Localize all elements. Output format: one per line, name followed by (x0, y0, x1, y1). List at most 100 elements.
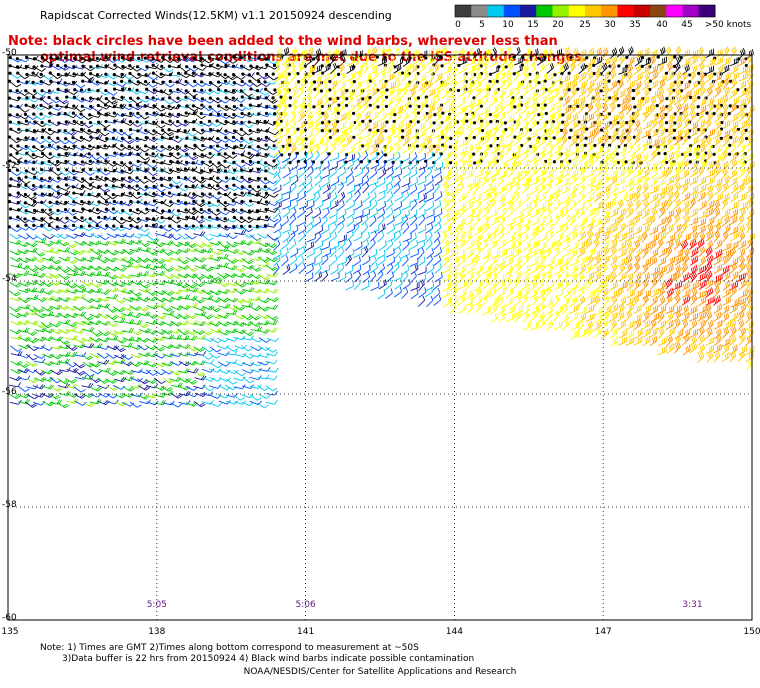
wind-barb (120, 55, 135, 62)
latitude-label: -60 (2, 613, 17, 623)
legend-swatch (650, 5, 667, 17)
wind-barb (95, 56, 110, 62)
legend-label: 20 (552, 20, 564, 30)
legend-swatch (503, 5, 521, 17)
wind-barb (673, 45, 682, 59)
legend-label: 5 (479, 20, 485, 30)
wind-barb (63, 56, 78, 63)
wind-barb (479, 56, 490, 68)
wind-barb (593, 47, 603, 60)
latitude-label: -56 (2, 387, 17, 397)
wind-barb (185, 65, 199, 72)
wind-barb (104, 64, 119, 71)
wind-barb (81, 64, 95, 72)
longitude-label: 138 (148, 627, 166, 637)
legend-swatch (682, 5, 700, 17)
wind-barb (281, 55, 291, 66)
wind-speed-legend-labels: 0 5 10 15 20 25 30 35 40 45 >50 knots (0, 0, 760, 40)
legend-swatch (617, 5, 635, 17)
wind-barb (737, 47, 746, 61)
wind-barb (369, 55, 378, 68)
wind-barb (474, 57, 484, 67)
wind-barb (569, 47, 579, 60)
legend-label: 0 (455, 20, 461, 30)
wind-barb (249, 64, 263, 71)
wind-barb (426, 55, 435, 66)
time-label: 5:05 (146, 600, 167, 610)
wind-barb (616, 46, 625, 58)
wind-barb (192, 56, 206, 63)
map-title: Rapidscat Corrected Winds(12.5KM) v1.1 2… (40, 9, 392, 22)
longitude-label: 141 (297, 627, 315, 637)
latitude-label: -52 (2, 161, 17, 171)
wind-barb (730, 46, 737, 58)
wind-barb (239, 55, 254, 63)
wind-barb (32, 65, 46, 72)
wind-barb (135, 65, 150, 72)
legend-label: >50 knots (704, 20, 752, 30)
footer-note-line-2: 3)Data buffer is 22 hrs from 20150924 4)… (62, 654, 475, 664)
legend-label: 45 (681, 20, 693, 30)
wind-barb (239, 64, 254, 71)
wind-barb (466, 57, 476, 67)
wind-barb (24, 65, 39, 71)
legend-label: 40 (656, 20, 668, 30)
wind-barb (168, 56, 182, 63)
wind-barb (625, 46, 634, 60)
wind-barb (32, 57, 47, 63)
legend-swatch (536, 5, 553, 17)
legend-swatch (568, 5, 586, 17)
legend-label: 35 (629, 20, 641, 30)
legend-swatch (520, 5, 537, 17)
legend-swatch (471, 5, 488, 17)
time-label: 3:31 (682, 600, 703, 610)
wind-barb (440, 56, 451, 68)
legend-label: 30 (604, 20, 616, 30)
legend-swatch (552, 5, 570, 17)
wind-barb (402, 56, 411, 68)
longitude-label: 150 (743, 627, 760, 637)
wind-barb (722, 46, 730, 58)
wind-barb (224, 56, 238, 64)
wind-barb (177, 64, 191, 73)
longitude-label: 147 (594, 627, 612, 637)
wind-barb (320, 56, 331, 68)
wind-barb (160, 64, 174, 73)
wind-barb (113, 63, 127, 70)
wind-barb (56, 63, 70, 71)
wind-barb (543, 47, 553, 60)
wind-barb (410, 56, 419, 67)
legend-label: 25 (579, 20, 591, 30)
wind-barb (264, 57, 278, 65)
wind-barb (95, 63, 110, 69)
legend-swatch (601, 5, 618, 17)
wind-barb (361, 55, 369, 67)
wind-barb (457, 56, 468, 68)
wind-barb (40, 56, 55, 64)
longitude-label: 135 (1, 627, 19, 637)
wind-barb (346, 57, 356, 67)
latitude-label: -50 (2, 48, 17, 58)
time-label: 5:06 (295, 600, 316, 610)
wind-barbs (7, 45, 756, 409)
legend-swatch (455, 5, 472, 17)
wind-barb (472, 47, 481, 59)
legend-border (454, 4, 716, 18)
wind-barb (104, 55, 118, 64)
legend-swatch (487, 5, 505, 17)
footer-notes: Note: 1) Times are GMT 2)Times along bot… (40, 643, 474, 665)
longitude-label: 144 (445, 627, 463, 637)
wind-barb (504, 45, 512, 58)
wind-barb (73, 56, 87, 64)
wind-barb (89, 64, 103, 70)
wind-barb (377, 57, 387, 67)
footer-note-line-1: Note: 1) Times are GMT 2)Times along bot… (40, 643, 419, 653)
wind-barb (8, 56, 23, 63)
legend-label: 15 (527, 20, 539, 30)
wind-barb (679, 49, 690, 60)
wind-barb (199, 56, 214, 64)
attitude-note-line-1: Note: black circles have been added to t… (8, 34, 558, 49)
wind-barb (664, 46, 672, 59)
